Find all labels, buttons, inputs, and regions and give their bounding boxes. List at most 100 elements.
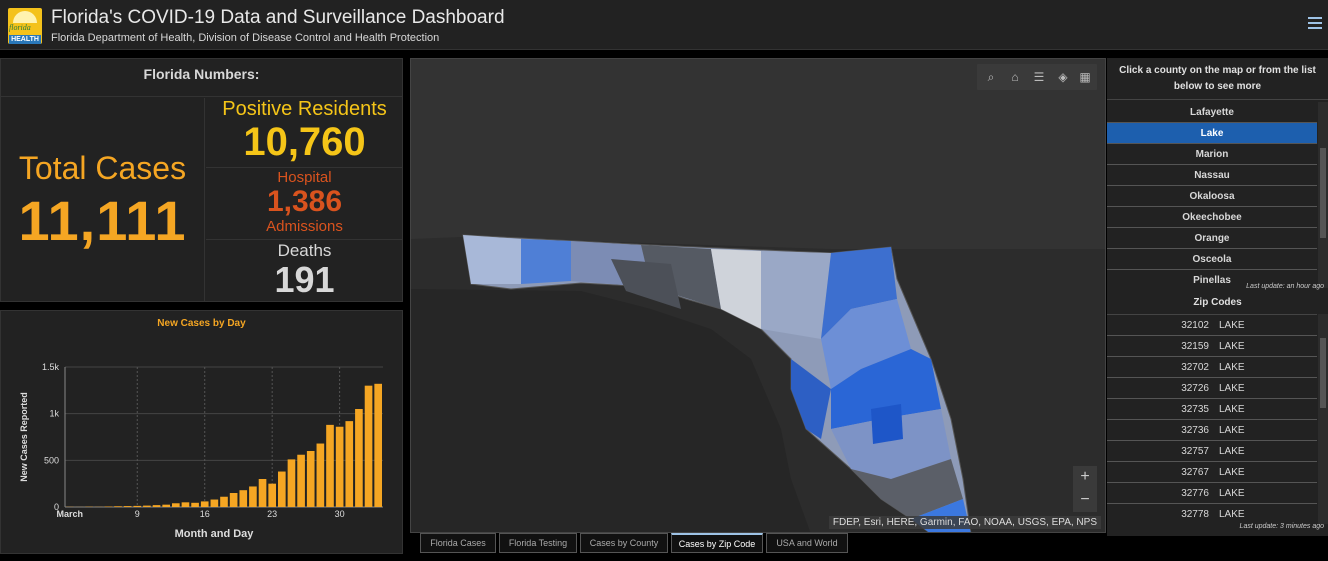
bar[interactable] (355, 409, 363, 507)
zip-code-value: 32757 (1181, 446, 1209, 457)
county-region-columbia[interactable] (761, 251, 831, 339)
map-attribution: FDEP, Esri, HERE, Garmin, FAO, NOAA, USG… (828, 516, 1101, 529)
bar[interactable] (220, 496, 228, 507)
zip-codes-title: Zip Codes (1193, 297, 1242, 308)
bar[interactable] (374, 383, 382, 507)
bar[interactable] (114, 506, 122, 507)
zip-code-row[interactable]: 32726 LAKE (1107, 378, 1317, 399)
zip-code-value: 32736 (1181, 425, 1209, 436)
bar[interactable] (123, 506, 132, 507)
bar[interactable] (181, 502, 190, 507)
map-toolbar: ⌕ ⌂ ☰ ◈ ▦ (977, 64, 1097, 90)
bar[interactable] (306, 451, 315, 507)
county-item[interactable]: Pinellas (1107, 270, 1317, 288)
bar[interactable] (152, 505, 161, 507)
basemap-gallery-icon[interactable]: ▦ (1079, 70, 1091, 84)
search-icon[interactable]: ⌕ (987, 70, 995, 84)
zip-code-row[interactable]: 32102 LAKE (1107, 315, 1317, 336)
tab-usa-and-world[interactable]: USA and World (766, 533, 848, 553)
county-region-gadsden[interactable] (641, 245, 721, 309)
bar[interactable] (172, 503, 180, 507)
county-item[interactable]: Okaloosa (1107, 186, 1317, 207)
county-item[interactable]: Nassau (1107, 165, 1317, 186)
county-item[interactable]: Okeechobee (1107, 207, 1317, 228)
zip-code-row[interactable]: 32776 LAKE (1107, 483, 1317, 504)
positive-residents-value: 10,760 (243, 120, 366, 164)
zip-code-row[interactable]: 32778 LAKE (1107, 504, 1317, 524)
positive-residents-block: Positive Residents 10,760 (206, 98, 403, 168)
county-region-pinellas[interactable] (791, 359, 831, 439)
bar[interactable] (239, 490, 248, 507)
bar[interactable] (287, 459, 296, 507)
bar[interactable] (133, 505, 142, 507)
county-region-polk[interactable] (831, 409, 951, 479)
zip-code-value: 32102 (1181, 320, 1209, 331)
total-cases-value: 11,111 (18, 189, 187, 252)
bar[interactable] (278, 471, 286, 507)
florida-numbers-panel: Florida Numbers: Total Cases 11,111 Posi… (0, 58, 403, 302)
county-list-scrollbar[interactable] (1318, 102, 1328, 288)
zoom-out-button[interactable]: − (1080, 491, 1090, 508)
county-region-glades[interactable] (851, 459, 963, 519)
zip-code-row[interactable]: 32702 LAKE (1107, 357, 1317, 378)
header-bar: florida HEALTH Florida's COVID-19 Data a… (0, 0, 1328, 50)
zip-code-value: 32778 (1181, 509, 1209, 520)
bar[interactable] (297, 454, 305, 507)
bar[interactable] (364, 385, 373, 507)
bar[interactable] (335, 426, 344, 507)
county-item[interactable]: Lafayette (1107, 102, 1317, 123)
map-canvas[interactable] (411, 59, 1106, 533)
county-item[interactable]: Orange (1107, 228, 1317, 249)
bar[interactable] (316, 443, 325, 507)
county-item[interactable]: Marion (1107, 144, 1317, 165)
county-list[interactable]: Lafayette Lake Marion Nassau Okaloosa Okeecho… (1107, 102, 1317, 288)
county-region-orange[interactable] (831, 349, 941, 429)
county-region-escambia[interactable] (463, 235, 521, 284)
tab-florida-cases[interactable]: Florida Cases (420, 533, 496, 553)
bar[interactable] (229, 493, 238, 507)
bar[interactable] (249, 486, 257, 507)
bar[interactable] (143, 505, 151, 507)
x-tick-label: 23 (267, 509, 277, 519)
tab-cases-by-zip-code[interactable]: Cases by Zip Code (671, 533, 763, 553)
home-icon[interactable]: ⌂ (1011, 70, 1019, 84)
tab-cases-by-county[interactable]: Cases by County (580, 533, 668, 553)
zip-code-list[interactable]: 32102 LAKE 32159 LAKE 32702 LAKE 32726 LAKE 3273… (1107, 314, 1317, 524)
bar[interactable] (258, 479, 267, 507)
zip-code-row[interactable]: 32757 LAKE (1107, 441, 1317, 462)
county-region-leon[interactable] (711, 249, 761, 329)
bar[interactable] (326, 424, 334, 507)
zip-code-value: 32767 (1181, 467, 1209, 478)
county-region-marion[interactable] (821, 299, 911, 389)
county-item[interactable]: Lake (1107, 123, 1317, 144)
bar[interactable] (200, 501, 209, 507)
bar[interactable] (210, 499, 219, 507)
zip-code-row[interactable]: 32736 LAKE (1107, 420, 1317, 441)
county-panel: Click a county on the map or from the li… (1107, 58, 1328, 536)
zip-code-row[interactable]: 32767 LAKE (1107, 462, 1317, 483)
bar[interactable] (162, 504, 170, 507)
bar[interactable] (268, 483, 276, 507)
zip-list-scrollbar[interactable] (1318, 314, 1328, 524)
tab-florida-testing[interactable]: Florida Testing (499, 533, 577, 553)
new-cases-bar-chart: 0 500 1k 1.5k March 9 16 23 30 Month and Day New C… (19, 362, 383, 540)
zoom-in-button[interactable]: + (1080, 468, 1090, 485)
county-region-duval[interactable] (821, 247, 897, 339)
county-region-okaloosa[interactable] (521, 239, 571, 284)
layers-icon[interactable]: ◈ (1058, 70, 1068, 84)
zip-code-value: 32726 (1181, 383, 1209, 394)
list-icon[interactable]: ☰ (1033, 70, 1045, 84)
bar[interactable] (345, 421, 354, 507)
zip-list-scroll-thumb[interactable] (1320, 338, 1326, 408)
bar[interactable] (191, 502, 199, 507)
zip-code-row[interactable]: 32735 LAKE (1107, 399, 1317, 420)
county-list-scroll-thumb[interactable] (1320, 148, 1326, 238)
county-item[interactable]: Osceola (1107, 249, 1317, 270)
county-instructions: Click a county on the map or from the li… (1107, 58, 1328, 100)
zip-code-row[interactable]: 32159 LAKE (1107, 336, 1317, 357)
florida-map[interactable]: ⌕ ⌂ ☰ ◈ ▦ + − FDEP, Esri, HERE, Garmin, … (410, 58, 1106, 533)
hamburger-menu-icon[interactable] (1308, 17, 1322, 31)
zip-code-value: 32159 (1181, 341, 1209, 352)
county-region-calhoun[interactable] (611, 259, 681, 309)
county-region-seminole[interactable] (871, 404, 903, 444)
